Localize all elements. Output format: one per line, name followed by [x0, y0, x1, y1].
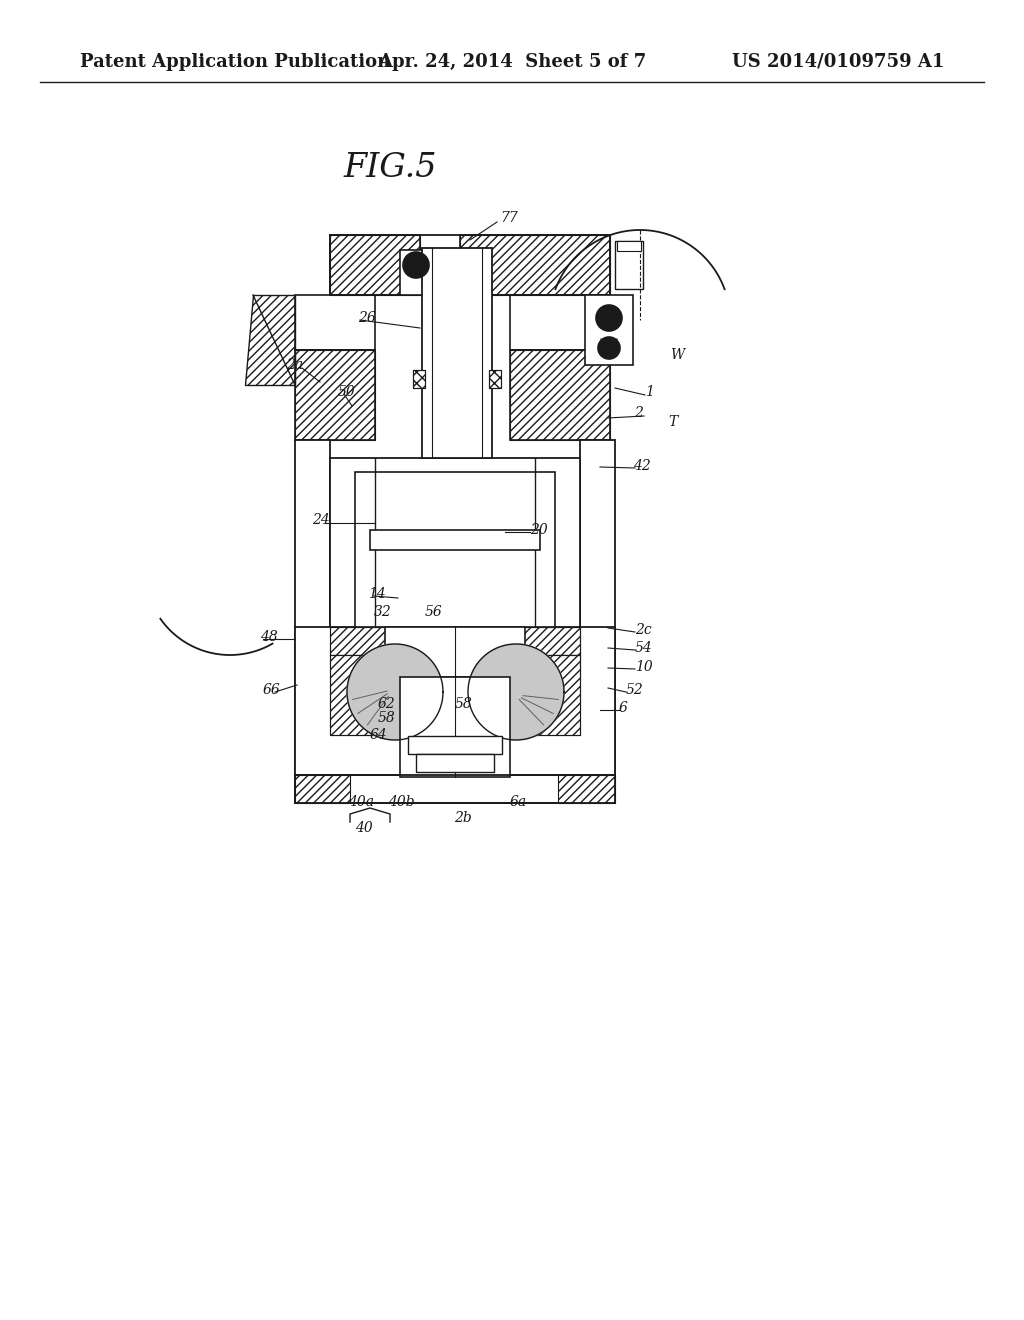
Text: 2: 2: [634, 407, 643, 420]
Bar: [413, 370, 425, 388]
Text: 58: 58: [455, 697, 473, 711]
Text: 24: 24: [312, 513, 330, 527]
Bar: [370, 531, 540, 550]
Bar: [408, 737, 502, 754]
Bar: [385, 627, 525, 677]
Text: 64: 64: [370, 729, 388, 742]
Circle shape: [403, 252, 429, 279]
Bar: [489, 370, 501, 388]
Text: FIG.5: FIG.5: [343, 152, 437, 183]
Text: 66: 66: [263, 682, 281, 697]
Bar: [510, 627, 580, 655]
Bar: [295, 440, 330, 780]
Bar: [615, 242, 643, 289]
Text: 32: 32: [374, 605, 392, 619]
Text: Apr. 24, 2014  Sheet 5 of 7: Apr. 24, 2014 Sheet 5 of 7: [378, 53, 646, 71]
Text: 77: 77: [500, 211, 518, 224]
Text: W: W: [670, 348, 684, 362]
Text: 1: 1: [645, 385, 654, 399]
Text: 14: 14: [368, 587, 386, 601]
Text: T: T: [668, 414, 677, 429]
Text: 40b: 40b: [388, 795, 415, 809]
Text: 52: 52: [626, 682, 644, 697]
Bar: [330, 627, 400, 655]
Bar: [460, 235, 610, 294]
Circle shape: [598, 337, 620, 359]
Text: 42: 42: [633, 459, 650, 473]
Text: 6a: 6a: [510, 795, 527, 809]
Bar: [330, 235, 420, 294]
Bar: [330, 458, 580, 638]
Circle shape: [596, 305, 622, 331]
Bar: [510, 294, 610, 350]
Bar: [416, 754, 494, 772]
Text: 58: 58: [378, 711, 395, 725]
Text: 40: 40: [355, 821, 373, 836]
Text: 2b: 2b: [454, 810, 472, 825]
Text: 62: 62: [378, 697, 395, 711]
Polygon shape: [468, 644, 564, 741]
Bar: [400, 677, 510, 777]
Polygon shape: [347, 644, 443, 741]
Text: 54: 54: [635, 642, 652, 655]
Bar: [330, 655, 385, 735]
Bar: [585, 294, 633, 366]
Bar: [330, 235, 420, 294]
Bar: [413, 370, 425, 388]
Bar: [510, 627, 580, 655]
Bar: [295, 350, 375, 440]
Text: 6: 6: [618, 701, 628, 715]
Bar: [295, 627, 615, 781]
Bar: [617, 242, 641, 251]
Text: 40a: 40a: [348, 795, 374, 809]
Bar: [330, 627, 400, 655]
Bar: [460, 235, 610, 294]
Text: 2c: 2c: [635, 623, 651, 638]
Text: US 2014/0109759 A1: US 2014/0109759 A1: [731, 53, 944, 71]
Bar: [330, 655, 385, 735]
Polygon shape: [245, 294, 295, 385]
Text: Patent Application Publication: Patent Application Publication: [80, 53, 390, 71]
Bar: [525, 655, 580, 735]
Bar: [580, 440, 615, 780]
Bar: [295, 775, 615, 803]
Text: 56: 56: [425, 605, 442, 619]
Bar: [295, 294, 375, 350]
Bar: [295, 775, 350, 803]
Bar: [295, 350, 375, 440]
Bar: [400, 249, 432, 294]
Text: 48: 48: [260, 630, 278, 644]
Text: 2a: 2a: [286, 358, 303, 372]
Bar: [489, 370, 501, 388]
Text: 20: 20: [530, 523, 548, 537]
Bar: [295, 775, 615, 803]
Bar: [422, 248, 492, 458]
Bar: [525, 655, 580, 735]
Bar: [510, 350, 610, 440]
Bar: [510, 350, 610, 440]
Text: 10: 10: [635, 660, 652, 675]
Text: 26: 26: [358, 312, 376, 325]
Bar: [558, 775, 615, 803]
Bar: [355, 473, 555, 627]
Text: 50: 50: [338, 385, 355, 399]
